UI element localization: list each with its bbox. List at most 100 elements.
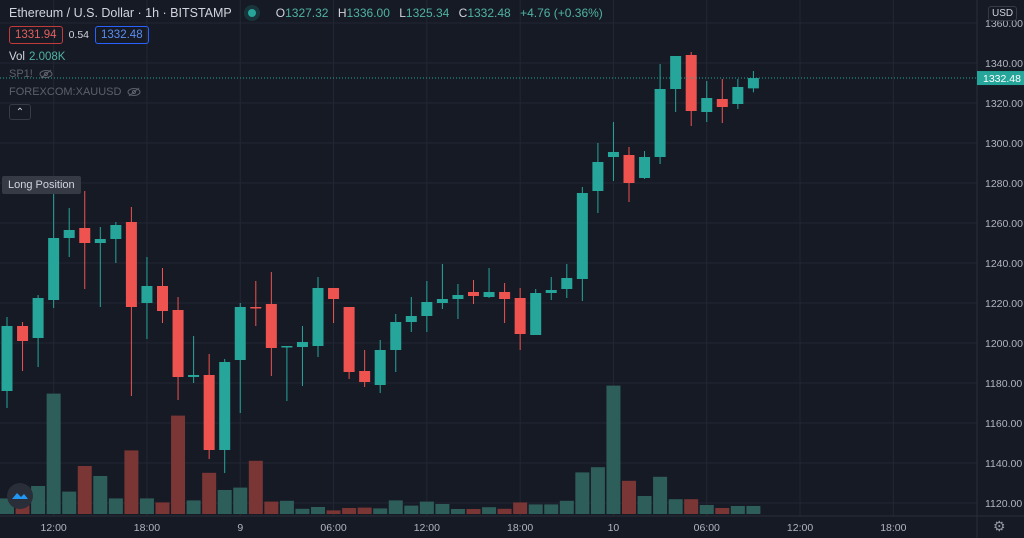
candle-body <box>514 298 526 334</box>
candle-body <box>17 326 29 341</box>
y-tick-label: 1220.00 <box>985 298 1023 310</box>
volume-bar <box>93 476 108 514</box>
volume-bar <box>497 508 512 514</box>
candle-body <box>452 295 464 299</box>
x-tick-label: 12:00 <box>41 522 67 534</box>
candle-body <box>1 326 13 391</box>
volume-bar <box>590 467 605 514</box>
volume-bar <box>171 415 186 514</box>
change-value: +4.76 (+0.36%) <box>520 6 603 20</box>
volume-bar <box>77 466 92 514</box>
volume-bar <box>217 490 232 514</box>
chevron-up-icon: ⌃ <box>15 107 25 118</box>
volume-bar <box>699 505 714 514</box>
y-tick-label: 1180.00 <box>985 378 1022 390</box>
volume-bar <box>419 501 434 514</box>
volume-bar <box>139 498 154 514</box>
candle-body <box>343 307 355 372</box>
candle-body <box>545 290 557 293</box>
y-tick-label: 1360.00 <box>985 18 1023 30</box>
volume-bar <box>108 498 123 514</box>
candles <box>1 52 759 473</box>
gear-icon[interactable]: ⚙ <box>993 518 1006 534</box>
volume-legend[interactable]: Vol 2.008K <box>9 51 66 63</box>
x-tick-label: 06:00 <box>320 522 346 534</box>
candle-body <box>32 298 44 338</box>
candle-body <box>374 350 386 385</box>
currency-button[interactable]: USD <box>988 6 1018 21</box>
volume-bar <box>46 393 61 514</box>
eye-off-icon[interactable] <box>39 69 53 79</box>
symbol-title[interactable]: Ethereum / U.S. Dollar · 1h · BITSTAMP <box>9 6 232 20</box>
volume-bar <box>466 509 481 514</box>
candle-body <box>359 371 371 382</box>
volume-bar <box>559 500 574 514</box>
tradingview-logo[interactable] <box>7 483 33 509</box>
long-position-tooltip: Long Position <box>2 176 81 194</box>
y-tick-label: 1320.00 <box>985 98 1023 110</box>
volume-bar <box>715 508 730 514</box>
candle-body <box>296 342 308 347</box>
volume-bar <box>404 505 419 514</box>
eye-off-icon[interactable] <box>127 87 141 97</box>
volume-bar <box>435 504 450 514</box>
last-price-label: 1332.48 <box>983 73 1021 85</box>
y-tick-label: 1160.00 <box>985 418 1022 430</box>
candle-body <box>701 98 713 112</box>
candle-body <box>63 230 75 238</box>
volume-bar <box>311 507 325 514</box>
volume-bar <box>637 496 652 514</box>
candle-body <box>405 316 417 322</box>
volume-bar <box>668 499 683 514</box>
candle-body <box>312 288 324 346</box>
candle-body <box>79 228 91 243</box>
candle-body <box>468 292 479 296</box>
candle-body <box>234 307 246 360</box>
candle-body <box>125 222 137 307</box>
collapse-legend-button[interactable]: ⌃ <box>9 104 31 120</box>
x-tick-label: 18:00 <box>880 522 906 534</box>
volume-bar <box>746 505 761 514</box>
last-price-label-bg <box>977 71 1024 86</box>
candle-body <box>141 286 153 303</box>
volume-bar <box>606 385 621 514</box>
volume-bar <box>528 504 543 514</box>
candle-body <box>716 99 728 107</box>
indicator-sp1[interactable]: SP1! <box>9 68 53 80</box>
volume-bar <box>388 500 403 514</box>
volume-bar <box>233 487 248 514</box>
candle-body <box>654 89 666 157</box>
volume-bar <box>202 472 217 514</box>
sell-button[interactable]: 1331.94 <box>9 26 63 44</box>
candle-body <box>576 193 588 279</box>
candle-body <box>265 304 277 348</box>
volume-bar <box>15 505 30 514</box>
low-value: 1325.34 <box>405 6 450 20</box>
volume-bar <box>62 491 77 514</box>
buy-button[interactable]: 1332.48 <box>95 26 149 44</box>
x-tick-label: 18:00 <box>507 522 533 534</box>
volume-bar <box>31 486 46 514</box>
volume-bar <box>342 508 357 514</box>
volume-bar <box>295 508 310 514</box>
x-tick-label: 10 <box>608 522 620 534</box>
open-value: 1327.32 <box>285 6 329 20</box>
ohlc-values: O1327.32 H1336.00 L1325.34 C1332.48 +4.7… <box>275 6 603 20</box>
volume-bar <box>622 480 636 514</box>
candle-body <box>328 288 340 299</box>
logo-icon <box>12 493 28 499</box>
candle-body <box>592 162 604 191</box>
indicator-xauusd[interactable]: FOREXCOM:XAUUSD <box>9 86 141 98</box>
x-tick-label: 06:00 <box>694 522 720 534</box>
volume-bar <box>544 504 559 514</box>
close-value: 1332.48 <box>467 6 511 20</box>
volume-bar <box>450 509 465 514</box>
candle-body <box>421 302 433 316</box>
candle-body <box>436 299 448 303</box>
volume-bar <box>513 502 528 514</box>
x-tick-label: 12:00 <box>414 522 440 534</box>
candle-body <box>48 238 60 300</box>
candle-body <box>685 55 697 111</box>
